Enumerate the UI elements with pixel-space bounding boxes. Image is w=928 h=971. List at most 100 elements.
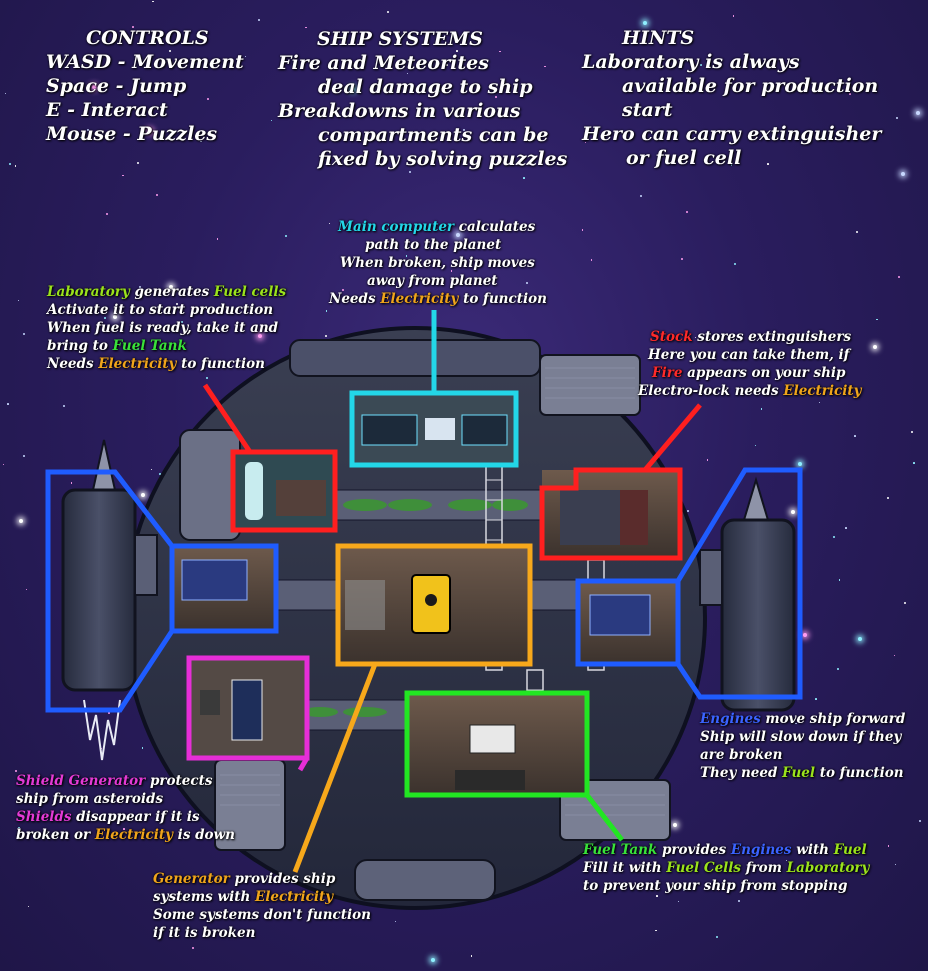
star bbox=[405, 255, 408, 257]
star bbox=[19, 519, 24, 524]
star bbox=[523, 177, 525, 179]
fuel-tank-line-2: Fill it with Fuel Cells from Laboratory bbox=[583, 860, 870, 876]
star bbox=[732, 15, 735, 17]
star bbox=[898, 276, 901, 279]
star bbox=[106, 213, 109, 216]
right-engine-outline bbox=[675, 467, 803, 700]
star bbox=[18, 826, 20, 829]
ship-systems-line-4: compartments can be bbox=[318, 124, 549, 146]
hints-line-5: or fuel cell bbox=[626, 147, 742, 169]
star bbox=[155, 193, 158, 196]
star bbox=[206, 97, 209, 100]
star bbox=[22, 454, 25, 457]
star bbox=[17, 299, 20, 302]
star bbox=[244, 55, 247, 58]
star bbox=[2, 463, 5, 466]
main-computer-line-3: When broken, ship moves bbox=[340, 255, 535, 271]
star bbox=[131, 25, 134, 28]
star bbox=[70, 482, 73, 484]
star bbox=[139, 285, 142, 288]
star bbox=[656, 895, 658, 897]
laboratory-line-1: Laboratory generates Fuel cells bbox=[47, 284, 287, 300]
star bbox=[27, 905, 30, 908]
stock-leader bbox=[643, 403, 702, 472]
controls-line-3: E - Interact bbox=[46, 99, 168, 121]
left-engine-outline bbox=[45, 469, 175, 713]
laboratory-label: Laboratory bbox=[47, 284, 130, 300]
generator-line-3: Some systems don't function bbox=[153, 907, 371, 923]
star bbox=[683, 889, 686, 892]
laboratory-leader bbox=[202, 383, 253, 454]
star bbox=[408, 170, 411, 173]
star bbox=[446, 64, 448, 66]
star bbox=[287, 892, 290, 895]
stock-line-4: Electro-lock needs Electricity bbox=[638, 383, 862, 399]
star bbox=[867, 86, 870, 89]
shield-leader bbox=[297, 756, 310, 772]
stock-label: Stock bbox=[650, 329, 693, 345]
generator-label: Generator bbox=[153, 871, 230, 887]
star bbox=[191, 946, 194, 949]
hints-line-1: Laboratory is always bbox=[582, 51, 800, 73]
star bbox=[63, 405, 66, 408]
star bbox=[15, 769, 18, 772]
star bbox=[706, 459, 709, 461]
stock-line-3: Fire appears on your ship bbox=[652, 365, 846, 381]
star bbox=[894, 863, 897, 866]
star bbox=[137, 348, 139, 350]
star bbox=[431, 957, 436, 962]
engines-line-3: are broken bbox=[700, 747, 783, 763]
star bbox=[584, 141, 587, 144]
star bbox=[25, 588, 28, 591]
generator-room-outline bbox=[335, 543, 533, 667]
ship-systems-line-3: Breakdowns in various bbox=[278, 100, 521, 122]
star bbox=[590, 259, 593, 261]
main-computer-line-2: path to the planet bbox=[365, 237, 502, 253]
star bbox=[677, 900, 680, 903]
star bbox=[913, 462, 915, 464]
star bbox=[168, 284, 173, 289]
shield-generator-line-2: ship from asteroids bbox=[16, 791, 164, 807]
star bbox=[730, 164, 733, 166]
star bbox=[22, 332, 25, 335]
shield-generator-line-3: Shields disappear if it is bbox=[16, 809, 200, 825]
star bbox=[285, 234, 288, 237]
star bbox=[581, 229, 584, 231]
star bbox=[456, 50, 458, 52]
ship-systems-line-5: fixed by solving puzzles bbox=[318, 148, 568, 170]
star bbox=[181, 320, 184, 323]
star bbox=[820, 333, 823, 335]
star bbox=[455, 232, 460, 237]
star bbox=[270, 119, 273, 122]
star bbox=[14, 165, 17, 167]
star bbox=[462, 129, 465, 132]
star bbox=[200, 140, 202, 143]
star bbox=[544, 65, 546, 68]
controls-title: CONTROLS bbox=[86, 27, 209, 49]
ship-systems-line-1: Fire and Meteorites bbox=[278, 52, 489, 74]
star bbox=[325, 79, 328, 81]
fuel-tank-line-1: Fuel Tank provides Engines with Fuel bbox=[583, 842, 867, 858]
generator-line-1: Generator provides ship bbox=[153, 871, 336, 887]
star bbox=[450, 270, 453, 272]
star bbox=[837, 668, 840, 671]
star bbox=[686, 210, 689, 213]
star bbox=[137, 161, 140, 164]
star bbox=[217, 877, 220, 880]
star bbox=[832, 535, 835, 538]
star bbox=[845, 527, 847, 529]
star bbox=[257, 18, 260, 21]
star bbox=[915, 110, 920, 115]
shield-generator-room-outline bbox=[186, 655, 310, 761]
star bbox=[732, 866, 735, 869]
star bbox=[104, 317, 107, 320]
star bbox=[168, 50, 171, 53]
stock-line-1: Stock stores extinguishers bbox=[650, 329, 852, 345]
star bbox=[325, 310, 328, 312]
shield-generator-line-4: broken or Electricity is down bbox=[16, 827, 235, 843]
star bbox=[790, 510, 795, 515]
star bbox=[386, 11, 389, 14]
star bbox=[150, 468, 153, 471]
main-computer-label: Main computer bbox=[338, 219, 455, 235]
star bbox=[91, 85, 96, 90]
